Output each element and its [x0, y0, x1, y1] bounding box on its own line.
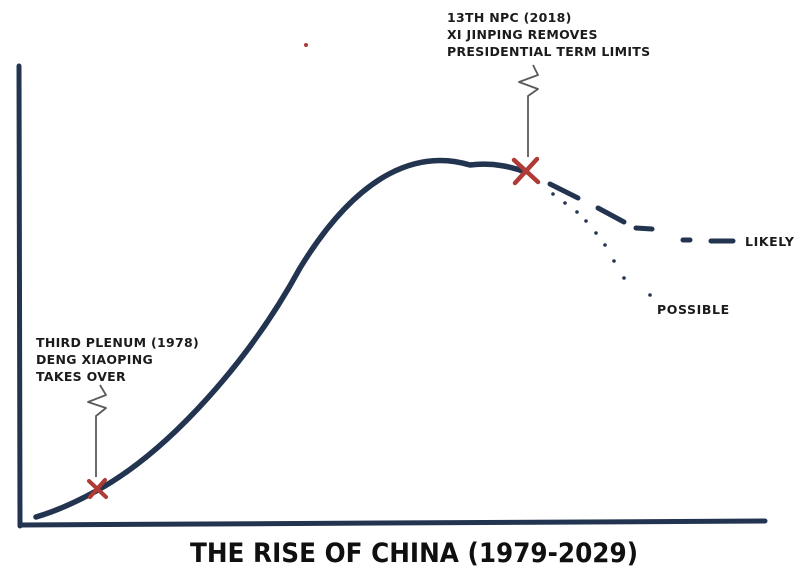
start-annotation: THIRD PLENUM (1978) DENG XIAOPING TAKES … [36, 335, 204, 384]
likely-label: LIKELY [745, 234, 795, 249]
possible-label: POSSIBLE [657, 302, 730, 317]
stray-dot [304, 43, 308, 47]
start-annotation-line-2: DENG XIAOPING [36, 352, 153, 367]
peak-annotation-line-3: PRESIDENTIAL TERM LIMITS [447, 44, 650, 59]
start-annotation-line-3: TAKES OVER [36, 369, 126, 384]
peak-marker-x [511, 156, 541, 186]
peak-pointer-line [518, 64, 539, 157]
peak-annotation-line-1: 13TH NPC (2018) [447, 10, 572, 25]
start-annotation-line-1: THIRD PLENUM (1978) [36, 335, 199, 350]
x-axis [17, 518, 768, 528]
y-axis [16, 63, 23, 529]
peak-annotation-line-2: XI JINPING REMOVES [447, 27, 598, 42]
diagram-title: THE RISE OF CHINA (1979-2029) [190, 538, 638, 569]
start-marker-x [87, 478, 108, 499]
likely-projection [547, 181, 736, 244]
start-pointer-line [87, 384, 107, 477]
possible-projection [551, 192, 652, 297]
peak-annotation: 13TH NPC (2018) XI JINPING REMOVES PRESI… [447, 10, 650, 59]
